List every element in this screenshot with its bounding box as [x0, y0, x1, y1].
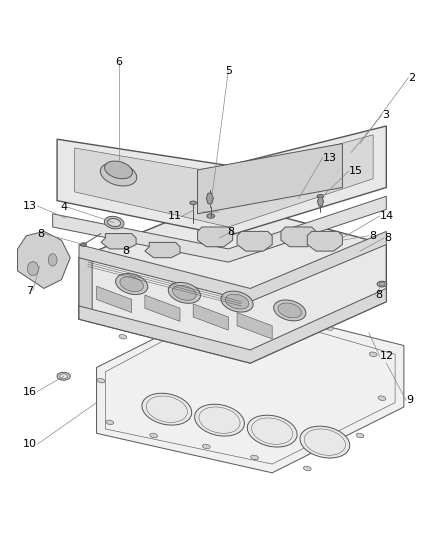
Ellipse shape	[168, 282, 200, 303]
Text: 11: 11	[168, 211, 182, 221]
Ellipse shape	[104, 216, 124, 229]
Polygon shape	[101, 233, 136, 249]
Ellipse shape	[277, 303, 301, 318]
Ellipse shape	[189, 201, 196, 205]
Ellipse shape	[355, 433, 363, 438]
Polygon shape	[237, 231, 272, 251]
Ellipse shape	[172, 285, 196, 300]
Text: 8: 8	[122, 246, 129, 256]
Text: 8: 8	[383, 233, 390, 243]
Text: 4: 4	[61, 202, 68, 212]
Polygon shape	[96, 302, 403, 473]
Ellipse shape	[376, 281, 386, 287]
Polygon shape	[197, 143, 342, 214]
Text: 14: 14	[379, 211, 393, 221]
Text: 5: 5	[224, 66, 231, 76]
Polygon shape	[307, 231, 342, 251]
Ellipse shape	[225, 294, 248, 309]
Polygon shape	[317, 197, 323, 206]
Polygon shape	[18, 231, 70, 288]
Polygon shape	[206, 193, 213, 204]
Ellipse shape	[303, 466, 311, 471]
Ellipse shape	[80, 243, 86, 246]
Polygon shape	[79, 200, 385, 363]
Ellipse shape	[57, 372, 70, 380]
Text: 8: 8	[374, 290, 381, 300]
Ellipse shape	[247, 415, 297, 447]
Ellipse shape	[48, 254, 57, 266]
Polygon shape	[280, 227, 315, 247]
Ellipse shape	[215, 304, 223, 308]
Ellipse shape	[119, 334, 127, 339]
Polygon shape	[53, 196, 385, 262]
Ellipse shape	[162, 312, 170, 317]
Ellipse shape	[27, 262, 39, 276]
Text: 9: 9	[405, 395, 412, 406]
Text: 12: 12	[379, 351, 393, 361]
Text: 10: 10	[23, 439, 37, 449]
Polygon shape	[237, 312, 272, 339]
Polygon shape	[57, 126, 385, 236]
Text: 7: 7	[26, 286, 33, 296]
Text: 8: 8	[37, 229, 44, 239]
Polygon shape	[96, 286, 131, 312]
Text: 8: 8	[368, 231, 375, 241]
Ellipse shape	[368, 352, 376, 357]
Polygon shape	[79, 231, 385, 302]
Ellipse shape	[104, 161, 132, 179]
Ellipse shape	[107, 219, 120, 227]
Text: 13: 13	[23, 201, 37, 211]
Text: 3: 3	[381, 110, 388, 120]
Ellipse shape	[106, 420, 113, 425]
Ellipse shape	[60, 374, 67, 378]
Polygon shape	[193, 304, 228, 330]
Ellipse shape	[141, 393, 191, 425]
Polygon shape	[74, 135, 372, 227]
Ellipse shape	[115, 273, 148, 295]
Text: 2: 2	[407, 72, 414, 83]
Text: 15: 15	[348, 166, 362, 176]
Polygon shape	[79, 288, 385, 363]
Polygon shape	[145, 295, 180, 321]
Ellipse shape	[325, 326, 332, 330]
Ellipse shape	[120, 277, 143, 292]
Text: 13: 13	[322, 152, 336, 163]
Ellipse shape	[316, 195, 323, 198]
Text: 6: 6	[115, 58, 122, 67]
Ellipse shape	[206, 214, 214, 218]
Text: 8: 8	[226, 227, 233, 237]
Ellipse shape	[100, 163, 137, 186]
Ellipse shape	[272, 312, 280, 317]
Ellipse shape	[299, 426, 349, 458]
Ellipse shape	[194, 404, 244, 436]
Ellipse shape	[273, 300, 305, 321]
Ellipse shape	[250, 455, 258, 460]
Ellipse shape	[149, 433, 157, 438]
Text: 16: 16	[23, 386, 37, 397]
Ellipse shape	[202, 444, 210, 449]
Ellipse shape	[220, 291, 253, 312]
Polygon shape	[145, 243, 180, 258]
Polygon shape	[79, 249, 92, 319]
Ellipse shape	[97, 378, 105, 383]
Polygon shape	[197, 227, 232, 247]
Ellipse shape	[377, 396, 385, 400]
